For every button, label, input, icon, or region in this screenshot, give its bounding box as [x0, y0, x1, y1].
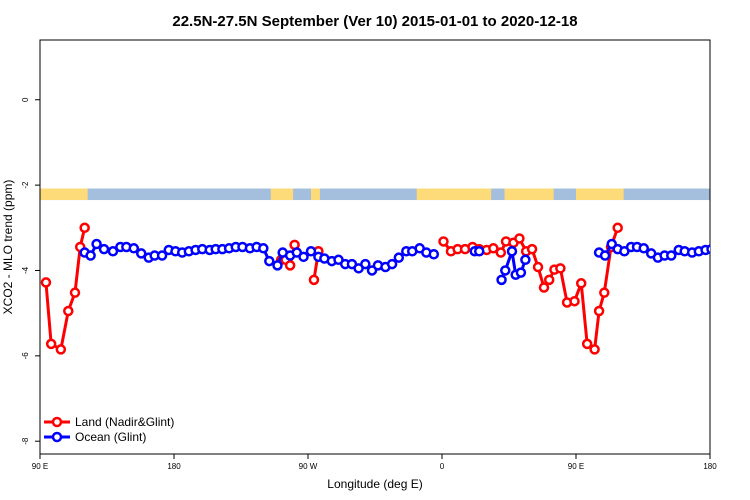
data-point [156, 250, 168, 261]
x-tick-label: 0 [440, 462, 445, 471]
ocean-band [40, 188, 710, 201]
x-axis-label: Longitude (deg E) [327, 477, 422, 491]
y-tick-label: -2 [21, 181, 30, 189]
land-band [416, 188, 492, 201]
data-point [55, 344, 67, 355]
data-point [612, 222, 623, 234]
data-point [593, 305, 605, 317]
data-point [473, 246, 485, 257]
series-land [40, 222, 623, 355]
data-point [63, 305, 74, 317]
data-point [506, 246, 518, 257]
series-layer [40, 222, 710, 355]
y-tick-label: -4 [21, 266, 30, 274]
data-point [258, 243, 269, 254]
data-point [386, 258, 398, 270]
data-point [496, 274, 507, 286]
data-point [91, 238, 102, 250]
data-point [599, 287, 610, 298]
data-point [666, 250, 677, 261]
data-point [543, 274, 555, 286]
data-point [581, 338, 593, 350]
x-axis: 90 E 180 90 W 0 90 E 180 [32, 454, 717, 471]
data-point [488, 243, 499, 254]
data-point [538, 282, 550, 293]
data-point [360, 258, 371, 270]
legend-land-label: Land (Nadir&Glint) [75, 415, 174, 429]
data-point [264, 255, 275, 267]
data-point [514, 233, 525, 244]
land-band [310, 188, 320, 201]
land-band [504, 188, 554, 201]
data-point [79, 222, 90, 234]
land-band [576, 188, 624, 201]
data-point [500, 265, 511, 276]
data-point [428, 249, 440, 260]
data-point [135, 248, 147, 259]
data-point [638, 243, 649, 254]
data-point [98, 243, 110, 255]
data-point [305, 246, 317, 257]
y-tick-label: 0 [21, 97, 30, 102]
series-ocean [79, 238, 710, 286]
data-point [284, 260, 296, 271]
data-point [128, 243, 140, 254]
data-point [532, 261, 544, 273]
land-ocean-strip [40, 188, 710, 201]
y-axis: 0 -2 -4 -6 -8 [21, 97, 40, 445]
legend: Land (Nadir&Glint) Ocean (Glint) [44, 415, 174, 444]
y-tick-label: -6 [21, 352, 30, 360]
land-band [270, 188, 294, 201]
legend-land-marker [51, 416, 63, 428]
data-point [589, 344, 600, 355]
data-point [575, 278, 587, 289]
data-point [107, 246, 119, 257]
x-tick-label: 180 [703, 462, 717, 471]
data-point [520, 254, 531, 266]
data-point [569, 295, 580, 307]
data-point [555, 263, 566, 274]
data-point [706, 244, 710, 255]
data-point [85, 250, 96, 261]
data-point [393, 252, 405, 263]
chart-title: 22.5N-27.5N September (Ver 10) 2015-01-0… [172, 13, 577, 30]
data-point [69, 287, 81, 298]
data-point [526, 243, 538, 255]
data-point [599, 250, 611, 261]
x-tick-label: 90 E [32, 462, 48, 471]
data-point [438, 236, 449, 247]
x-tick-label: 90 E [568, 462, 584, 471]
land-band [40, 188, 88, 201]
data-point [515, 267, 527, 278]
data-point [308, 274, 320, 286]
y-tick-label: -8 [21, 437, 30, 445]
data-point [45, 338, 57, 350]
x-tick-label: 180 [167, 462, 181, 471]
legend-ocean-marker [51, 431, 63, 443]
data-point [40, 277, 52, 288]
data-point [272, 260, 283, 271]
legend-ocean-label: Ocean (Glint) [75, 430, 146, 444]
data-point [495, 247, 507, 258]
y-axis-label: XCO2 - MLO trend (ppm) [1, 180, 15, 315]
x-tick-label: 90 W [299, 462, 318, 471]
data-point [298, 251, 309, 263]
